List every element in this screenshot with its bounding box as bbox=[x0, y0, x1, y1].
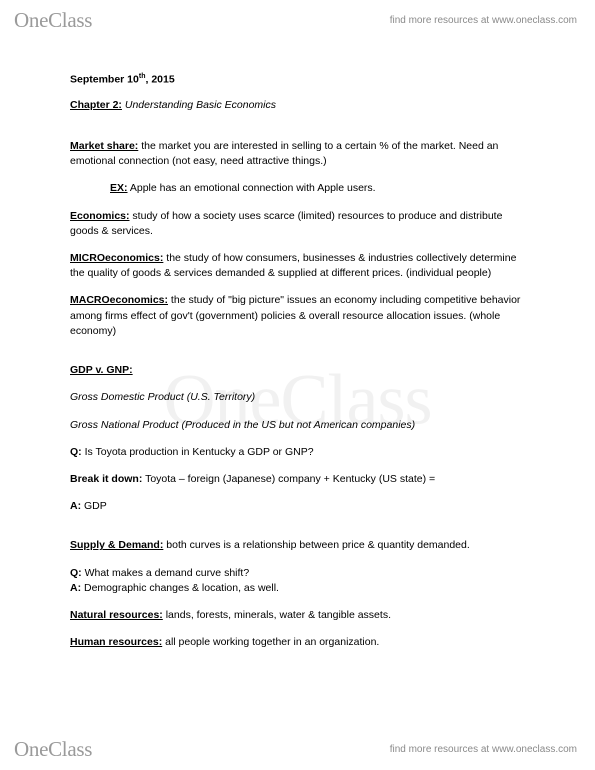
a2-body: Demographic changes & location, as well. bbox=[81, 582, 279, 594]
q2-body: What makes a demand curve shift? bbox=[82, 567, 250, 579]
footer-brand-logo: OneClass bbox=[14, 737, 92, 762]
page-footer: OneClass find more resources at www.onec… bbox=[0, 729, 595, 770]
natural-body: lands, forests, minerals, water & tangib… bbox=[163, 609, 391, 621]
human-para: Human resources: all people working toge… bbox=[70, 635, 525, 650]
natural-para: Natural resources: lands, forests, miner… bbox=[70, 608, 525, 623]
footer-brand-part1: One bbox=[14, 737, 48, 761]
gdp-heading-text: GDP v. GNP: bbox=[70, 364, 133, 376]
market-share-term: Market share: bbox=[70, 140, 138, 152]
q2-para: Q: What makes a demand curve shift? bbox=[70, 566, 525, 581]
document-body: September 10th, 2015 Chapter 2: Understa… bbox=[0, 0, 595, 723]
q1-body: Is Toyota production in Kentucky a GDP o… bbox=[82, 446, 314, 458]
break-para: Break it down: Toyota – foreign (Japanes… bbox=[70, 472, 525, 487]
gdp-line: Gross Domestic Product (U.S. Territory) bbox=[70, 390, 525, 405]
a1-body: GDP bbox=[81, 500, 107, 512]
economics-body: study of how a society uses scarce (limi… bbox=[70, 210, 502, 237]
market-share-para: Market share: the market you are interes… bbox=[70, 139, 525, 169]
macro-term: MACROeconomics: bbox=[70, 294, 168, 306]
human-body: all people working together in an organi… bbox=[162, 636, 379, 648]
chapter-title: Understanding Basic Economics bbox=[122, 99, 276, 111]
supply-term: Supply & Demand: bbox=[70, 539, 163, 551]
human-term: Human resources: bbox=[70, 636, 162, 648]
economics-term: Economics: bbox=[70, 210, 130, 222]
a2-para: A: Demographic changes & location, as we… bbox=[70, 581, 525, 596]
supply-para: Supply & Demand: both curves is a relati… bbox=[70, 538, 525, 553]
economics-para: Economics: study of how a society uses s… bbox=[70, 209, 525, 239]
a1-label: A: bbox=[70, 500, 81, 512]
gnp-line: Gross National Product (Produced in the … bbox=[70, 418, 525, 433]
micro-term: MICROeconomics: bbox=[70, 252, 163, 264]
chapter-label: Chapter 2: bbox=[70, 99, 122, 111]
micro-para: MICROeconomics: the study of how consume… bbox=[70, 251, 525, 281]
break-body: Toyota – foreign (Japanese) company + Ke… bbox=[142, 473, 435, 485]
document-date: September 10th, 2015 bbox=[70, 72, 525, 88]
ex-body: Apple has an emotional connection with A… bbox=[128, 182, 376, 194]
date-suffix: , 2015 bbox=[145, 74, 174, 86]
footer-tagline: find more resources at www.oneclass.com bbox=[390, 744, 577, 755]
date-prefix: September 10 bbox=[70, 74, 139, 86]
a1-para: A: GDP bbox=[70, 499, 525, 514]
macro-para: MACROeconomics: the study of "big pictur… bbox=[70, 293, 525, 339]
a2-label: A: bbox=[70, 582, 81, 594]
q2-label: Q: bbox=[70, 567, 82, 579]
natural-term: Natural resources: bbox=[70, 609, 163, 621]
gdp-heading: GDP v. GNP: bbox=[70, 363, 525, 378]
example-para: EX: Apple has an emotional connection wi… bbox=[70, 181, 525, 196]
supply-body: both curves is a relationship between pr… bbox=[163, 539, 469, 551]
ex-label: EX: bbox=[110, 182, 128, 194]
q1-para: Q: Is Toyota production in Kentucky a GD… bbox=[70, 445, 525, 460]
footer-brand-part2: Class bbox=[48, 737, 92, 761]
break-label: Break it down: bbox=[70, 473, 142, 485]
chapter-heading: Chapter 2: Understanding Basic Economics bbox=[70, 98, 525, 113]
q1-label: Q: bbox=[70, 446, 82, 458]
